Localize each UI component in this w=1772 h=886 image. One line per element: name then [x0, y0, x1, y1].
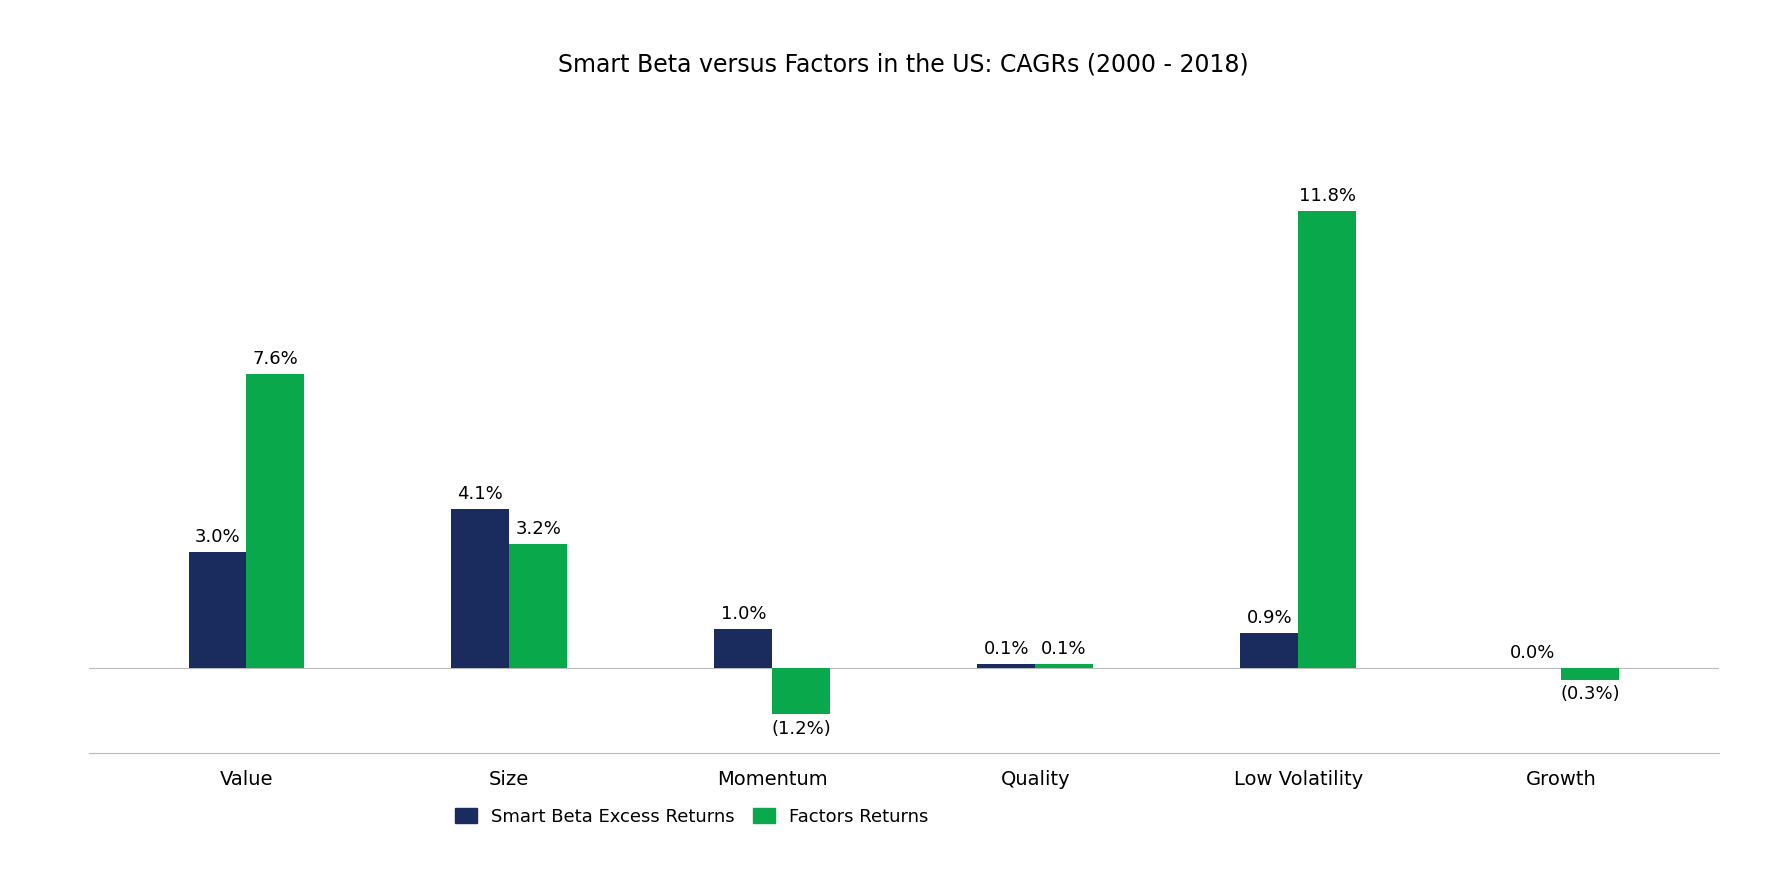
Bar: [188, 552, 246, 668]
Bar: [509, 544, 567, 668]
Text: 3.0%: 3.0%: [195, 528, 241, 546]
Text: 0.0%: 0.0%: [1510, 644, 1554, 662]
Bar: [246, 374, 305, 668]
Bar: [1035, 664, 1093, 668]
Text: 3.2%: 3.2%: [516, 520, 562, 538]
Text: (1.2%): (1.2%): [771, 720, 831, 738]
Bar: [1240, 633, 1299, 668]
Bar: [1561, 668, 1620, 680]
Title: Smart Beta versus Factors in the US: CAGRs (2000 - 2018): Smart Beta versus Factors in the US: CAG…: [558, 52, 1249, 76]
Text: 0.1%: 0.1%: [983, 641, 1030, 658]
Text: 7.6%: 7.6%: [252, 350, 298, 368]
Legend: Smart Beta Excess Returns, Factors Returns: Smart Beta Excess Returns, Factors Retur…: [447, 798, 937, 835]
Text: 4.1%: 4.1%: [457, 486, 503, 503]
Bar: [714, 629, 773, 668]
Bar: [978, 664, 1035, 668]
Bar: [452, 509, 509, 668]
Text: 1.0%: 1.0%: [721, 605, 766, 624]
Text: 0.1%: 0.1%: [1042, 641, 1086, 658]
Text: 11.8%: 11.8%: [1299, 187, 1356, 205]
Text: 0.9%: 0.9%: [1246, 610, 1292, 627]
Bar: [773, 668, 829, 714]
Bar: [1299, 211, 1356, 668]
Text: (0.3%): (0.3%): [1559, 686, 1620, 703]
